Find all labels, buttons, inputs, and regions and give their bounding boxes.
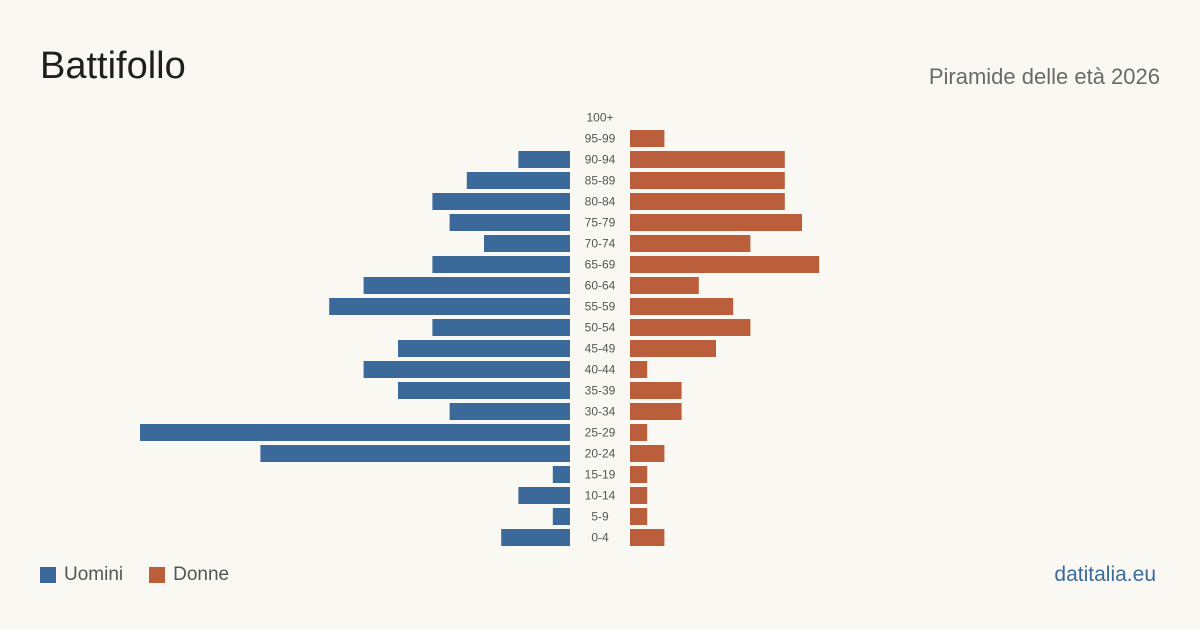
- age-label-50-54: 50-54: [585, 321, 616, 335]
- bar-men-0-4: [501, 529, 570, 546]
- bar-women-30-34: [630, 403, 682, 420]
- age-label-85-89: 85-89: [585, 174, 616, 188]
- age-label-20-24: 20-24: [585, 447, 616, 461]
- bar-men-55-59: [329, 298, 570, 315]
- bar-men-25-29: [140, 424, 570, 441]
- age-label-45-49: 45-49: [585, 342, 616, 356]
- bar-men-70-74: [484, 235, 570, 252]
- age-label-30-34: 30-34: [585, 405, 616, 419]
- bar-men-60-64: [363, 277, 570, 294]
- bar-women-35-39: [630, 382, 682, 399]
- brand-link[interactable]: datitalia.eu: [1054, 563, 1156, 586]
- age-label-70-74: 70-74: [585, 237, 616, 251]
- bar-men-45-49: [398, 340, 570, 357]
- bar-men-85-89: [466, 172, 570, 189]
- bar-men-65-69: [432, 256, 570, 273]
- bar-women-0-4: [630, 529, 665, 546]
- bar-women-25-29: [630, 424, 648, 441]
- bar-women-60-64: [630, 277, 699, 294]
- bar-women-75-79: [630, 214, 802, 231]
- bar-women-65-69: [630, 256, 820, 273]
- bar-men-15-19: [552, 466, 570, 483]
- age-label-90-94: 90-94: [585, 153, 616, 167]
- age-label-60-64: 60-64: [585, 279, 616, 293]
- bar-women-50-54: [630, 319, 751, 336]
- bar-women-5-9: [630, 508, 648, 525]
- age-label-0-4: 0-4: [591, 531, 609, 545]
- bar-men-80-84: [432, 193, 570, 210]
- legend-item-women: Donne: [149, 564, 229, 586]
- bar-women-85-89: [630, 172, 785, 189]
- bar-men-20-24: [260, 445, 570, 462]
- bar-women-90-94: [630, 151, 785, 168]
- bar-women-20-24: [630, 445, 665, 462]
- legend-swatch-men: [40, 567, 56, 583]
- age-label-25-29: 25-29: [585, 426, 616, 440]
- legend-label-men: Uomini: [64, 564, 124, 585]
- bar-men-10-14: [518, 487, 570, 504]
- age-label-40-44: 40-44: [585, 363, 616, 377]
- bar-men-30-34: [449, 403, 570, 420]
- age-label-95-99: 95-99: [585, 132, 616, 146]
- age-label-35-39: 35-39: [585, 384, 616, 398]
- age-label-80-84: 80-84: [585, 195, 616, 209]
- age-label-10-14: 10-14: [585, 489, 616, 503]
- bar-men-50-54: [432, 319, 570, 336]
- chart-subtitle: Piramide delle età 2026: [928, 64, 1160, 89]
- bar-women-80-84: [630, 193, 785, 210]
- bar-women-15-19: [630, 466, 648, 483]
- bar-women-40-44: [630, 361, 648, 378]
- age-label-55-59: 55-59: [585, 300, 616, 314]
- legend-swatch-women: [149, 567, 166, 583]
- age-label-15-19: 15-19: [585, 468, 616, 482]
- age-label-5-9: 5-9: [591, 510, 609, 524]
- bar-women-45-49: [630, 340, 716, 357]
- bar-men-90-94: [518, 151, 570, 168]
- bar-women-95-99: [630, 130, 665, 147]
- legend-item-men: Uomini: [40, 564, 123, 586]
- bar-women-10-14: [630, 487, 648, 504]
- bar-women-55-59: [630, 298, 734, 315]
- legend-label-women: Donne: [173, 564, 230, 585]
- legend: Uomini Donne: [40, 564, 255, 586]
- chart-title: Battifollo: [40, 45, 186, 87]
- bar-men-40-44: [363, 361, 570, 378]
- bar-men-35-39: [398, 382, 570, 399]
- age-label-100+: 100+: [586, 111, 613, 125]
- bar-women-70-74: [630, 235, 751, 252]
- age-label-75-79: 75-79: [585, 216, 616, 230]
- bar-men-5-9: [552, 508, 570, 525]
- age-label-65-69: 65-69: [585, 258, 616, 272]
- bar-men-75-79: [449, 214, 570, 231]
